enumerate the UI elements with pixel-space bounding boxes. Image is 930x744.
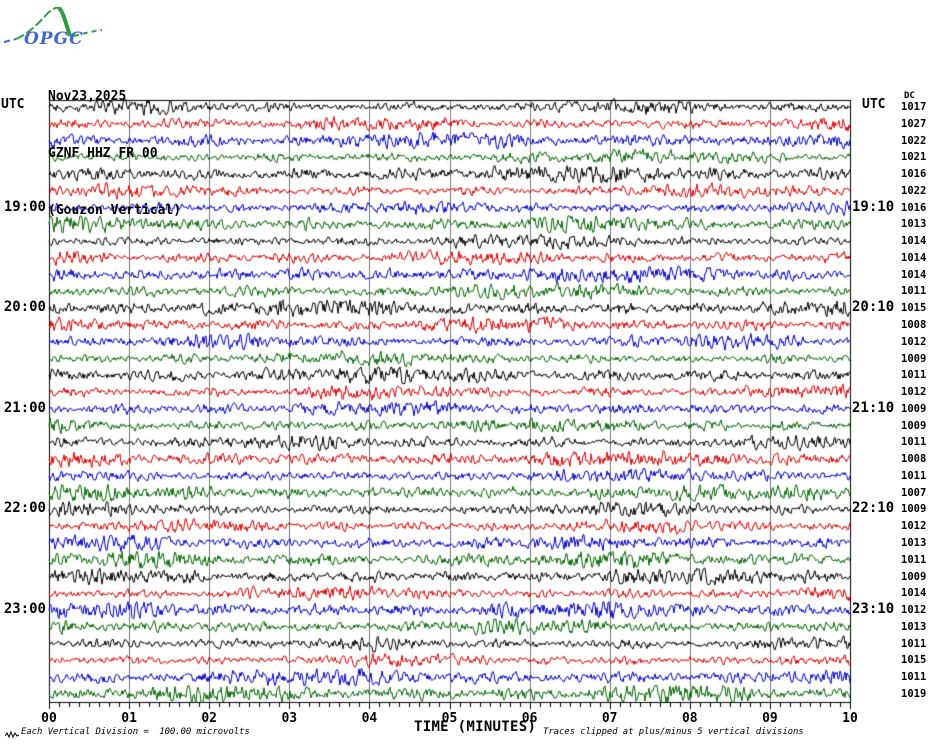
utc-left-label: UTC bbox=[1, 97, 25, 112]
vertical-division-note: Each Vertical Division = 100.00 microvol… bbox=[21, 727, 250, 737]
x-tick-label: 05 bbox=[441, 711, 458, 726]
dc-value: 1016 bbox=[901, 201, 927, 214]
logo-dash-left bbox=[3, 38, 17, 43]
dc-value: 1015 bbox=[901, 302, 927, 315]
dc-value: 1021 bbox=[901, 151, 927, 164]
x-tick-label: 06 bbox=[521, 711, 538, 726]
dc-value: 1012 bbox=[901, 386, 927, 399]
dc-value: 1014 bbox=[901, 587, 927, 600]
dc-value: 1012 bbox=[901, 520, 927, 533]
right-time-label: 20:10 bbox=[852, 299, 895, 316]
dc-value: 1011 bbox=[901, 285, 927, 298]
logo-dash-right bbox=[73, 29, 103, 37]
dc-value: 1009 bbox=[901, 419, 927, 432]
x-axis-title: TIME (MINUTES) bbox=[414, 719, 537, 735]
dc-value: 1007 bbox=[901, 486, 927, 499]
logo-curve-rise bbox=[15, 6, 60, 40]
dc-value: 1015 bbox=[901, 654, 927, 667]
dc-value: 1011 bbox=[901, 671, 927, 684]
dc-value: 1011 bbox=[901, 637, 927, 650]
x-tick-label: 10 bbox=[842, 711, 858, 726]
dc-value: 1014 bbox=[901, 268, 927, 281]
dc-value: 1009 bbox=[901, 570, 927, 583]
x-tick-label: 07 bbox=[601, 711, 618, 726]
header-station-code: GZNF HHZ FR 00 bbox=[48, 146, 158, 161]
plot-header: Nov23,2025 GZNF HHZ FR 00 (Gouzon Vertic… bbox=[48, 49, 181, 258]
dc-value: 1009 bbox=[901, 503, 927, 516]
x-tick-label: 02 bbox=[201, 711, 218, 726]
dc-value: 1012 bbox=[901, 604, 927, 617]
mini-waveform-icon bbox=[5, 730, 19, 739]
x-tick-label: 04 bbox=[361, 711, 378, 726]
left-time-label: 23:00 bbox=[3, 601, 46, 618]
clipping-note: Traces clipped at plus/minus 5 vertical … bbox=[543, 727, 804, 737]
dc-value: 1012 bbox=[901, 335, 927, 348]
dc-value: 1016 bbox=[901, 168, 927, 181]
dc-value: 1022 bbox=[901, 184, 927, 197]
dc-value: 1014 bbox=[901, 251, 927, 264]
x-tick-label: 08 bbox=[681, 711, 698, 726]
logo-curve-fall bbox=[57, 6, 72, 37]
opgc-logo: OPGC bbox=[3, 6, 103, 49]
left-time-label: 22:00 bbox=[3, 500, 46, 517]
header-date: Nov23,2025 bbox=[48, 89, 127, 104]
dc-value: 1022 bbox=[901, 134, 927, 147]
dc-value: 1013 bbox=[901, 218, 927, 231]
logo-text: OPGC bbox=[24, 29, 84, 49]
right-time-label: 19:10 bbox=[852, 198, 895, 215]
left-time-label: 21:00 bbox=[3, 399, 46, 416]
x-tick-label: 00 bbox=[41, 711, 57, 726]
dc-value: 1019 bbox=[901, 687, 927, 700]
right-time-label: 21:10 bbox=[852, 399, 895, 416]
right-time-label: 22:10 bbox=[852, 500, 895, 517]
x-tick-label: 09 bbox=[762, 711, 778, 726]
dc-value: 1011 bbox=[901, 369, 927, 382]
dc-value: 1014 bbox=[901, 235, 927, 248]
dc-value: 1013 bbox=[901, 537, 927, 550]
dc-value: 1008 bbox=[901, 319, 927, 331]
dc-value: 1013 bbox=[901, 620, 927, 633]
dc-value: 1011 bbox=[901, 469, 927, 482]
utc-right-label: UTC bbox=[862, 97, 886, 112]
dc-column-header: DC bbox=[904, 91, 915, 101]
left-time-label: 19:00 bbox=[3, 198, 46, 215]
dc-value: 1011 bbox=[901, 553, 927, 566]
x-tick-label: 01 bbox=[121, 711, 137, 726]
dc-value: 1027 bbox=[901, 117, 927, 130]
dc-value: 1008 bbox=[901, 453, 927, 466]
left-time-label: 20:00 bbox=[3, 299, 46, 316]
dc-value: 1009 bbox=[901, 402, 927, 415]
dc-value: 1017 bbox=[901, 101, 927, 113]
dc-value: 1009 bbox=[901, 352, 927, 365]
dc-value: 1011 bbox=[901, 436, 927, 449]
right-time-label: 23:10 bbox=[852, 601, 895, 618]
x-tick-label: 03 bbox=[281, 711, 298, 726]
header-station-name: (Gouzon Vertical) bbox=[48, 203, 182, 218]
